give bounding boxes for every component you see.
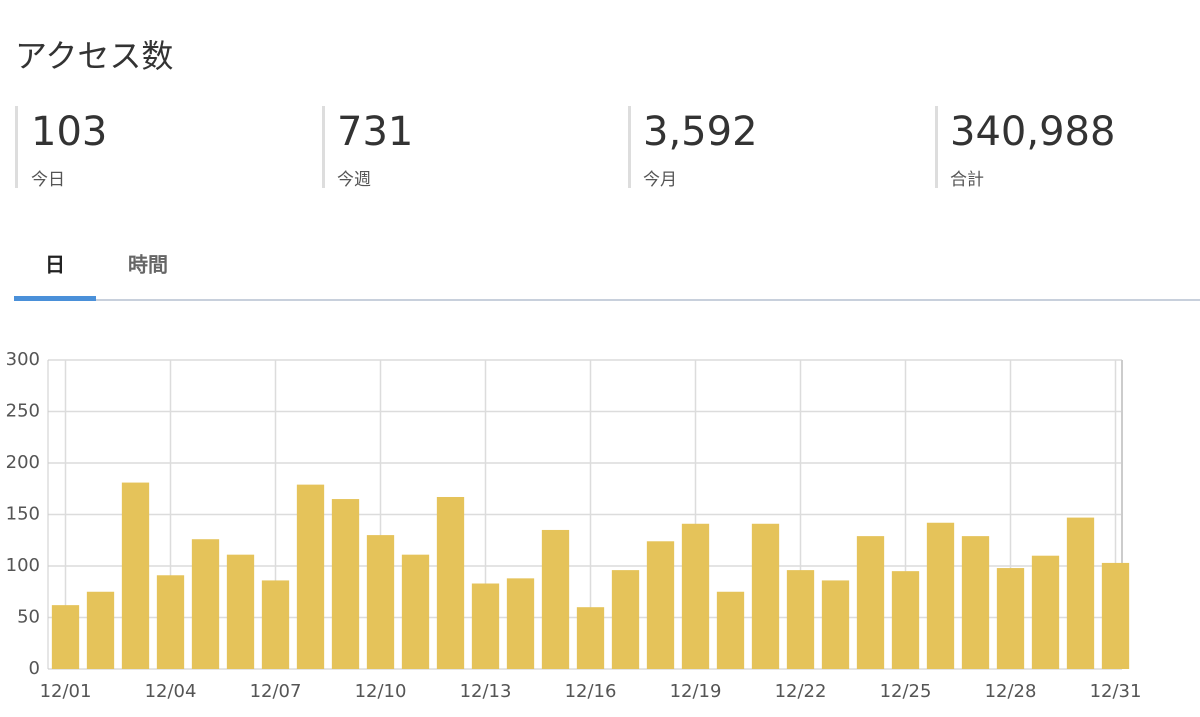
bar (996, 568, 1025, 669)
bar (401, 554, 430, 669)
stat-value: 340,988 (950, 109, 1115, 155)
x-tick-label: 12/22 (775, 681, 827, 702)
stat-border (628, 106, 631, 188)
x-tick-label: 12/10 (355, 681, 407, 702)
x-tick-label: 12/04 (145, 681, 197, 702)
tab[interactable]: 時間 (128, 253, 168, 277)
bar (821, 580, 850, 669)
y-tick-label: 200 (6, 452, 40, 473)
bar (786, 570, 815, 669)
bar (86, 591, 115, 669)
stat-label: 今日 (31, 170, 65, 190)
tab[interactable]: 日 (45, 253, 65, 277)
bar (261, 580, 290, 669)
bar (891, 571, 920, 669)
x-tick-label: 12/25 (880, 681, 932, 702)
y-tick-label: 300 (6, 349, 40, 370)
x-tick-label: 12/01 (40, 681, 92, 702)
stat-border (15, 106, 18, 188)
bar (296, 484, 325, 669)
stat-value: 731 (337, 109, 413, 155)
x-tick-label: 12/13 (460, 681, 512, 702)
bar (1101, 562, 1130, 669)
bar (436, 496, 465, 669)
stat-value: 103 (31, 109, 107, 155)
x-tick-label: 12/07 (250, 681, 302, 702)
bar (121, 482, 150, 669)
bar (961, 536, 990, 669)
bar (611, 570, 640, 669)
bar (226, 554, 255, 669)
stat-value: 3,592 (643, 109, 758, 155)
bar (926, 522, 955, 669)
tab-divider (14, 299, 1200, 301)
x-tick-label: 12/19 (670, 681, 722, 702)
bar (576, 607, 605, 669)
bar (856, 536, 885, 669)
y-tick-label: 250 (6, 401, 40, 422)
x-tick-label: 12/16 (565, 681, 617, 702)
bar (506, 578, 535, 669)
stat-border (322, 106, 325, 188)
bar (51, 605, 80, 669)
stat-label: 合計 (950, 170, 984, 190)
bar (156, 575, 185, 669)
stat-label: 今週 (337, 170, 371, 190)
y-tick-label: 0 (29, 658, 40, 679)
stat-border (935, 106, 938, 188)
bar (541, 529, 570, 669)
x-tick-label: 12/28 (985, 681, 1037, 702)
stat-label: 今月 (643, 170, 677, 190)
bar (1066, 517, 1095, 669)
bar (331, 499, 360, 669)
bar (191, 539, 220, 669)
bar (716, 591, 745, 669)
bar (1031, 555, 1060, 669)
bar (471, 583, 500, 669)
y-tick-label: 50 (17, 607, 40, 628)
bar (681, 523, 710, 669)
bar (646, 541, 675, 669)
bar (751, 523, 780, 669)
page-title: アクセス数 (15, 37, 173, 75)
tab-indicator (14, 296, 96, 301)
bar (366, 535, 395, 669)
y-tick-label: 150 (6, 504, 40, 525)
x-tick-label: 12/31 (1090, 681, 1142, 702)
y-tick-label: 100 (6, 555, 40, 576)
